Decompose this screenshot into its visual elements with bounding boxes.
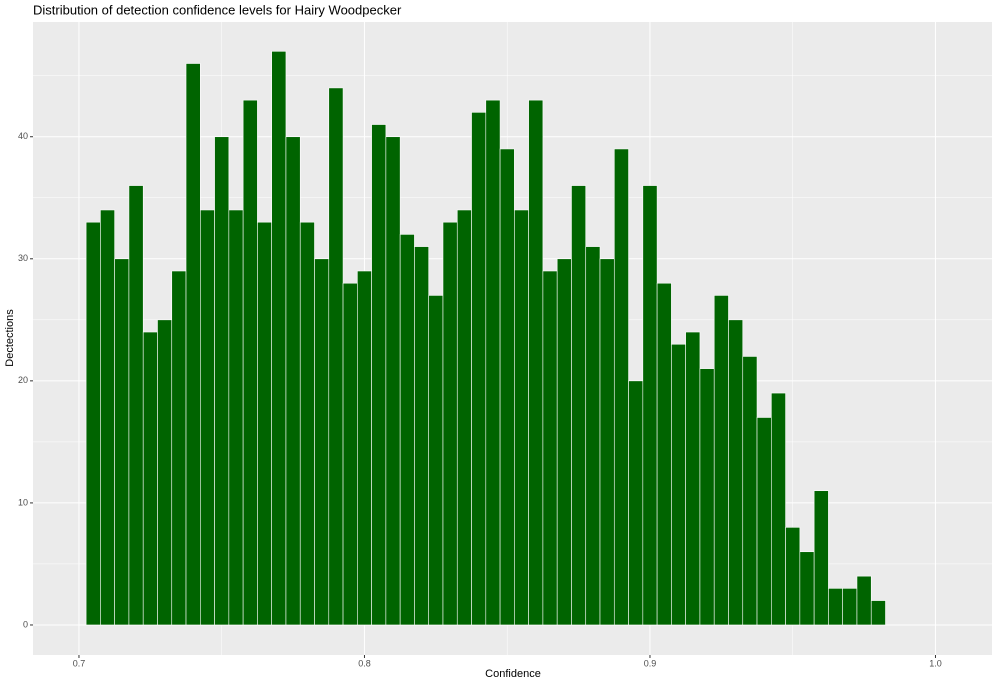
bar <box>399 234 415 626</box>
bar <box>671 343 686 626</box>
bar <box>100 209 115 626</box>
bar <box>299 221 315 626</box>
bar <box>785 527 801 626</box>
bar <box>142 331 158 626</box>
x-tick-label: 0.8 <box>358 658 371 668</box>
y-tick-label: 40 <box>18 131 28 141</box>
bar <box>828 588 843 626</box>
bar <box>799 551 815 626</box>
bar <box>85 221 101 626</box>
bar <box>414 246 430 626</box>
chart-title: Distribution of detection confidence lev… <box>33 2 402 17</box>
bar <box>471 112 487 626</box>
bar <box>856 575 872 626</box>
bar <box>185 63 201 626</box>
bar <box>114 258 130 626</box>
x-tick-label: 0.7 <box>73 658 86 668</box>
bar <box>756 417 772 626</box>
bar <box>371 124 387 626</box>
bar <box>342 282 358 626</box>
bar <box>585 246 601 626</box>
bar <box>685 331 701 626</box>
bar <box>556 258 572 626</box>
x-axis-title: Confidence <box>485 668 541 680</box>
bar <box>285 136 301 626</box>
bar <box>613 148 629 626</box>
bar <box>542 270 558 626</box>
bar <box>713 295 729 626</box>
x-tick-label: 0.9 <box>644 658 657 668</box>
bar <box>699 368 715 626</box>
bar <box>485 99 501 626</box>
bar <box>728 319 744 626</box>
y-axis-title: Dectections <box>4 309 16 367</box>
y-tick-label: 30 <box>18 253 28 263</box>
bar <box>171 270 187 626</box>
bar <box>128 185 144 626</box>
bar <box>157 319 173 626</box>
bar <box>442 221 458 626</box>
bar <box>842 588 858 626</box>
bar <box>742 356 758 626</box>
bar <box>456 209 472 626</box>
bar <box>428 295 444 626</box>
bar <box>599 258 615 626</box>
bar <box>514 209 529 626</box>
bar <box>314 258 330 626</box>
bar <box>357 270 372 626</box>
y-tick-label: 0 <box>23 619 28 629</box>
x-tick-label: 1.0 <box>929 658 942 668</box>
bar <box>628 380 644 626</box>
bar <box>200 209 215 626</box>
y-tick-label: 10 <box>18 497 28 507</box>
bar <box>499 148 515 626</box>
bar <box>271 50 287 626</box>
bar <box>242 99 258 626</box>
bar <box>528 99 544 626</box>
bar <box>571 185 587 626</box>
bar <box>813 490 829 626</box>
bar <box>870 600 886 626</box>
bar <box>385 136 401 626</box>
bar <box>771 392 786 626</box>
bar <box>328 87 344 626</box>
bar <box>257 221 272 626</box>
y-tick-label: 20 <box>18 375 28 385</box>
bar <box>642 185 658 626</box>
bar <box>656 282 672 626</box>
bar <box>214 136 230 626</box>
bar <box>228 209 244 626</box>
